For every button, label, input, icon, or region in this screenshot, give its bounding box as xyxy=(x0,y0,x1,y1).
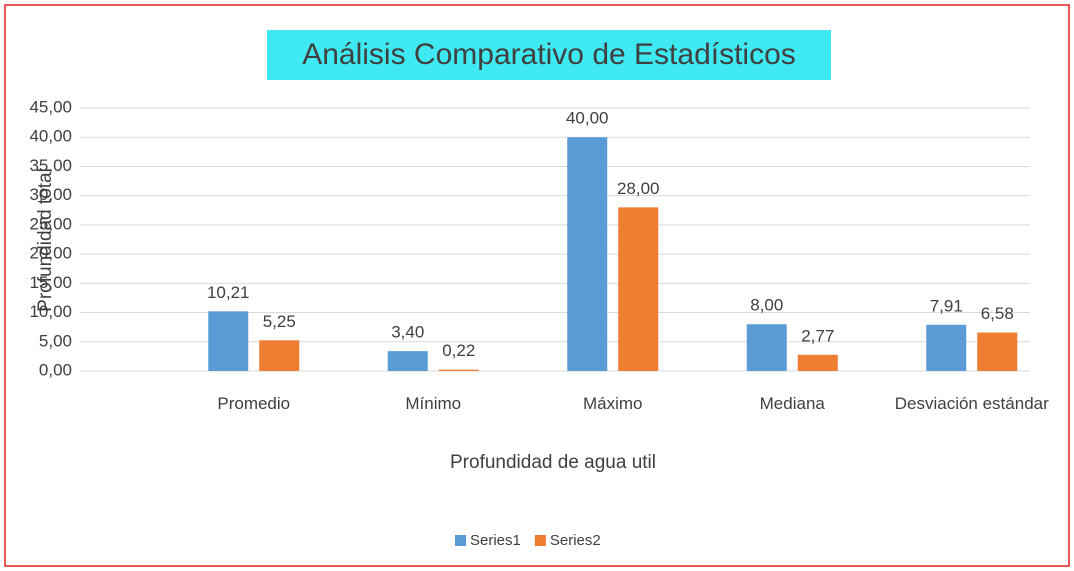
legend-label: Series2 xyxy=(550,532,601,549)
y-axis-title: Profundidad total xyxy=(35,168,56,312)
data-label: 7,91 xyxy=(930,296,963,315)
bar xyxy=(208,311,249,371)
data-label: 28,00 xyxy=(617,179,660,198)
x-tick-label: Desviación estándar xyxy=(894,394,1049,413)
y-tick-label: 5,00 xyxy=(39,331,72,350)
legend-swatch xyxy=(455,535,466,546)
x-tick-label: Mínimo xyxy=(405,394,462,413)
x-tick-label: Mediana xyxy=(759,394,825,413)
y-tick-label: 45,00 xyxy=(29,97,72,116)
bar xyxy=(618,207,659,371)
y-tick-label: 20,00 xyxy=(29,244,72,263)
y-tick-label: 40,00 xyxy=(29,127,72,146)
y-tick-label: 30,00 xyxy=(29,185,72,204)
data-label: 3,40 xyxy=(391,323,424,342)
bar xyxy=(977,332,1018,371)
y-tick-label: 0,00 xyxy=(39,360,72,379)
data-label: 8,00 xyxy=(750,296,783,315)
x-axis-title: Profundidad de agua util xyxy=(450,452,656,473)
bar xyxy=(387,351,428,371)
bar xyxy=(797,354,838,371)
data-label: 2,77 xyxy=(801,326,834,345)
data-label: 40,00 xyxy=(566,109,609,128)
x-tick-label: Máximo xyxy=(582,394,643,413)
bar xyxy=(259,340,300,371)
frame xyxy=(4,4,1070,567)
data-label: 5,25 xyxy=(263,312,296,331)
bar xyxy=(926,324,967,371)
y-tick-label: 25,00 xyxy=(29,214,72,233)
title-box xyxy=(267,30,831,80)
data-label: 0,22 xyxy=(442,341,475,360)
legend-swatch xyxy=(534,535,546,546)
bar xyxy=(746,324,787,371)
y-tick-label: 35,00 xyxy=(29,156,72,175)
data-label: 6,58 xyxy=(981,304,1014,323)
y-tick-label: 15,00 xyxy=(29,273,72,292)
legend-label: Series1 xyxy=(470,532,521,549)
bar xyxy=(438,369,479,371)
y-tick-label: 10,00 xyxy=(29,302,72,321)
x-tick-label: Promedio xyxy=(217,394,291,413)
chart-title: Análisis Comparativo de Estadísticos xyxy=(302,38,796,71)
data-label: 10,21 xyxy=(207,283,250,302)
bar xyxy=(567,137,608,371)
